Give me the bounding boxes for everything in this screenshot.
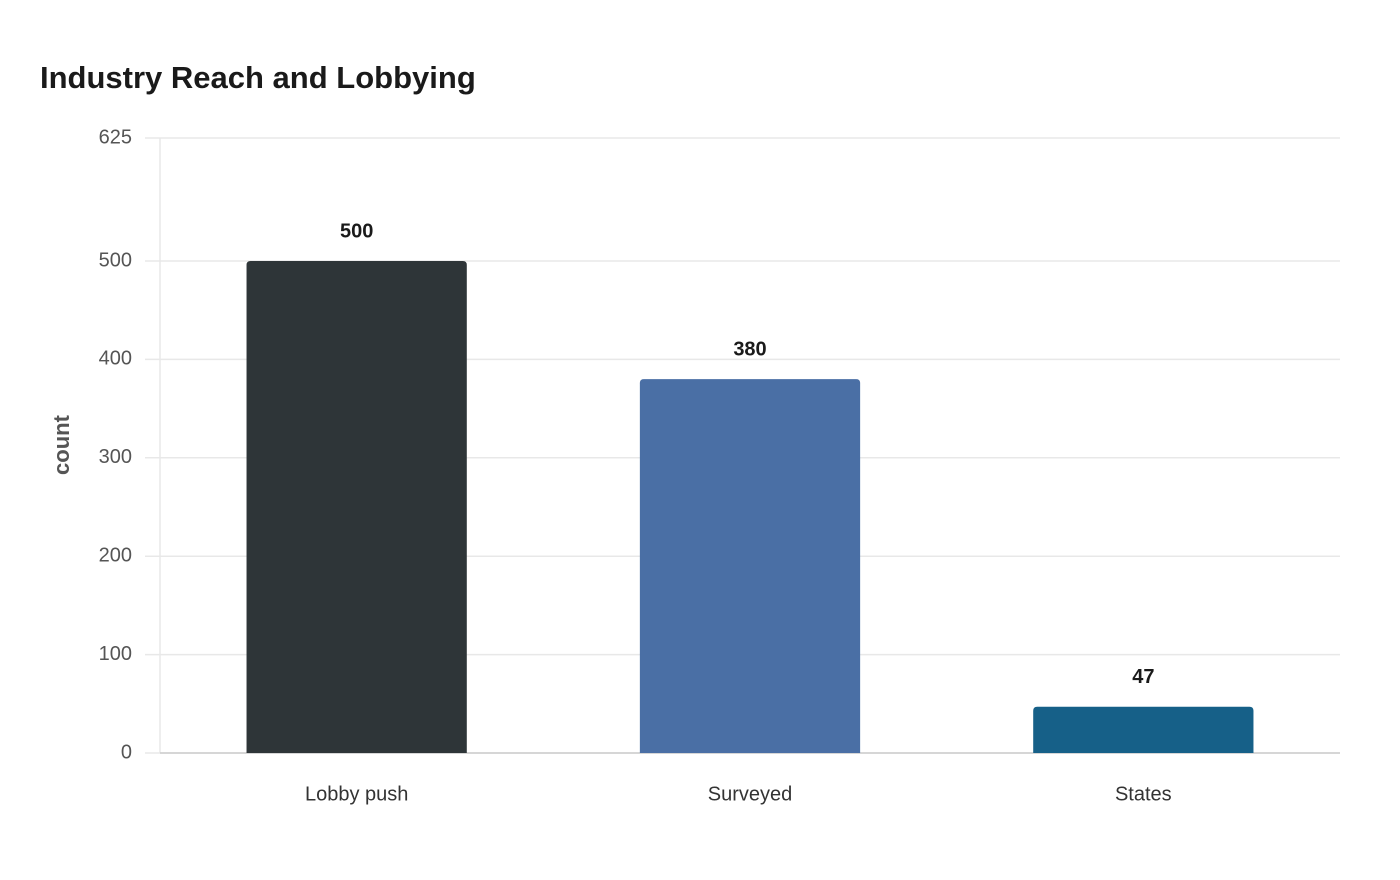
y-tick-label: 0 [121,741,132,763]
value-label: 500 [340,220,373,242]
y-tick-label: 625 [99,126,132,148]
y-axis-label: count [49,414,74,475]
y-tick-label: 200 [99,544,132,566]
value-label: 47 [1132,666,1154,688]
bar [1033,706,1254,753]
value-label: 380 [733,338,766,360]
bar [639,379,861,753]
y-tick-label: 300 [99,446,132,468]
x-tick-label: States [1115,783,1172,805]
chart-title: Industry Reach and Lobbying [40,60,476,95]
y-tick-label: 400 [99,348,132,370]
bar [246,261,467,753]
x-tick-label: Lobby push [305,783,408,805]
x-tick-label: Surveyed [708,783,793,805]
y-tick-label: 100 [99,643,132,665]
y-tick-label: 500 [99,249,132,271]
